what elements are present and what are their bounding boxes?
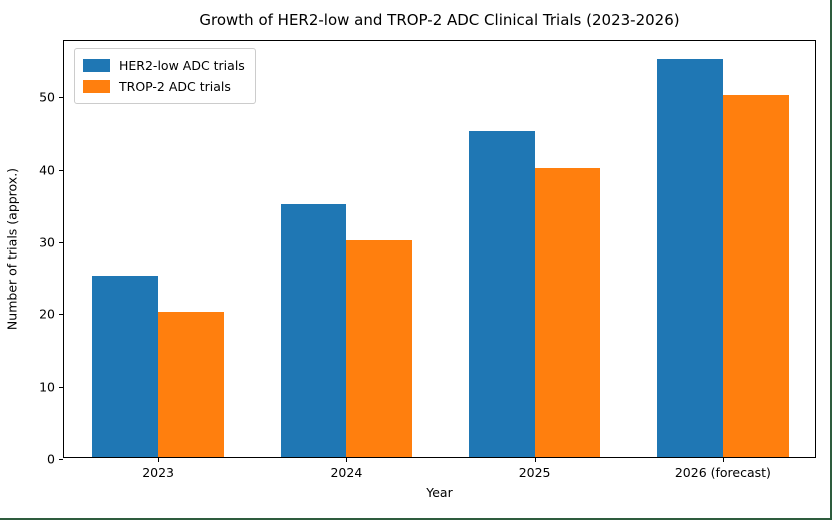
legend-label: HER2-low ADC trials: [119, 58, 245, 73]
legend: HER2-low ADC trials TROP-2 ADC trials: [74, 48, 256, 104]
y-tick-mark: [59, 169, 63, 171]
y-tick-label: 20: [39, 306, 55, 322]
bar-2026 (forecast)-series-1: [722, 95, 789, 457]
y-tick-mark: [59, 314, 63, 316]
y-tick-mark: [59, 97, 63, 99]
bar-2023-series-0: [92, 276, 159, 457]
legend-item: HER2-low ADC trials: [83, 55, 245, 76]
y-tick-mark: [59, 241, 63, 243]
chart-title: Growth of HER2-low and TROP-2 ADC Clinic…: [199, 11, 680, 29]
bar-2023-series-1: [158, 312, 224, 457]
y-tick-label: 10: [39, 379, 55, 395]
bar-2024-series-0: [280, 203, 347, 457]
x-tick-label: 2026 (forecast): [674, 465, 771, 480]
y-tick-label: 40: [39, 162, 55, 177]
x-tick-label: 2023: [142, 465, 174, 480]
y-tick-label: 0: [47, 451, 55, 467]
x-tick-mark: [722, 458, 724, 462]
x-tick-label: 2025: [518, 465, 551, 480]
y-tick-label: 50: [39, 89, 55, 105]
x-tick-label: 2024: [330, 465, 363, 480]
y-tick-mark: [59, 386, 63, 388]
x-tick-mark: [346, 458, 348, 462]
legend-item: TROP-2 ADC trials: [83, 76, 245, 97]
bar-2026 (forecast)-series-0: [657, 58, 723, 457]
plot-area: 2023 2024 2025 2026 (forecast) 0 10 20 30 40 50 H…: [39, 40, 816, 480]
x-tick-mark: [534, 458, 536, 462]
legend-swatch-icon: [83, 59, 110, 72]
legend-label: TROP-2 ADC trials: [119, 79, 231, 94]
bar-2025-series-0: [468, 131, 535, 457]
legend-swatch-icon: [83, 80, 110, 93]
x-axis-title: Year: [426, 485, 453, 500]
bar-2024-series-1: [346, 239, 413, 457]
y-tick-label: 30: [39, 234, 55, 250]
x-tick-mark: [158, 458, 160, 462]
y-axis-title: Number of trials (approx.): [4, 167, 20, 331]
bar-2025-series-1: [534, 167, 601, 457]
y-tick-mark: [59, 459, 63, 460]
